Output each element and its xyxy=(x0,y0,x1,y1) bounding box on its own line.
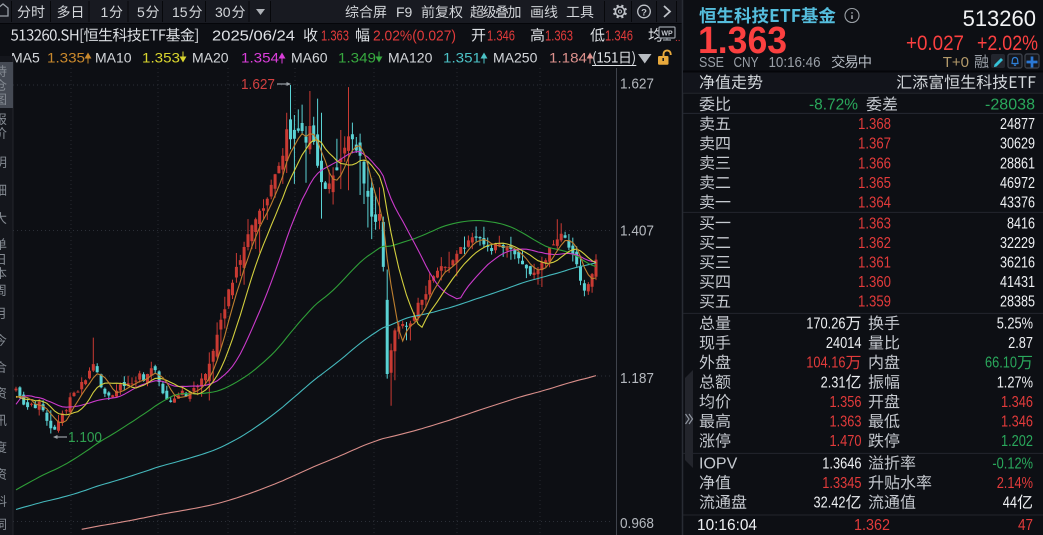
svg-text:1.349: 1.349 xyxy=(338,50,376,66)
svg-text:1.362: 1.362 xyxy=(854,517,890,534)
svg-text:513260: 513260 xyxy=(963,6,1036,31)
svg-text:..: .. xyxy=(675,33,681,44)
svg-text:MA10: MA10 xyxy=(95,50,132,66)
svg-text:46972: 46972 xyxy=(1000,175,1035,192)
svg-text:41431: 41431 xyxy=(1000,274,1035,291)
svg-text:1.364: 1.364 xyxy=(858,195,891,212)
svg-text:2.31: 2.31 xyxy=(821,374,846,391)
svg-text:+2.02%: +2.02% xyxy=(977,32,1038,55)
svg-text:2.14%: 2.14% xyxy=(997,475,1033,492)
svg-text:5: 5 xyxy=(137,4,145,20)
svg-text:T+0: T+0 xyxy=(943,54,969,71)
svg-text:10:16:04: 10:16:04 xyxy=(697,517,757,534)
svg-text:?: ? xyxy=(641,8,647,19)
svg-text:2.87: 2.87 xyxy=(1008,335,1033,352)
svg-text:1.27%: 1.27% xyxy=(997,374,1033,391)
svg-text:+0.027: +0.027 xyxy=(906,32,964,55)
svg-text:24014: 24014 xyxy=(826,335,862,352)
svg-text:1.363: 1.363 xyxy=(545,28,573,45)
svg-text:1.184: 1.184 xyxy=(549,50,587,66)
svg-text:44: 44 xyxy=(1003,495,1017,512)
svg-text:28861: 28861 xyxy=(1000,155,1035,172)
svg-text:1.202: 1.202 xyxy=(1001,433,1033,450)
svg-text:1.346: 1.346 xyxy=(487,28,515,45)
svg-text:1.627: 1.627 xyxy=(241,76,275,93)
svg-text:43376: 43376 xyxy=(1000,195,1035,212)
svg-text:-28038: -28038 xyxy=(985,97,1035,114)
svg-text:104.16: 104.16 xyxy=(806,355,845,372)
svg-text:1.627: 1.627 xyxy=(620,76,654,93)
svg-text:1.366: 1.366 xyxy=(858,155,891,172)
svg-text:1.363: 1.363 xyxy=(830,414,862,431)
svg-text:5.25%: 5.25% xyxy=(997,316,1033,333)
svg-text:MA5: MA5 xyxy=(11,50,40,66)
svg-text:1.335: 1.335 xyxy=(47,50,85,66)
svg-text:1.356: 1.356 xyxy=(830,394,862,411)
svg-text:1.363: 1.363 xyxy=(858,215,891,232)
svg-text:2.02%(0.027): 2.02%(0.027) xyxy=(373,28,456,45)
svg-text:1.359: 1.359 xyxy=(858,294,891,311)
svg-text:MA20: MA20 xyxy=(192,50,229,66)
svg-text:1.353: 1.353 xyxy=(142,50,180,66)
svg-text:66.10: 66.10 xyxy=(985,355,1017,372)
svg-text:-8.72%: -8.72% xyxy=(809,97,858,114)
svg-text:MA60: MA60 xyxy=(291,50,328,66)
svg-text:-0.12%: -0.12% xyxy=(992,455,1033,472)
svg-text:1.363: 1.363 xyxy=(321,28,349,45)
svg-text:CNY: CNY xyxy=(734,54,759,71)
svg-text:28385: 28385 xyxy=(1000,294,1035,311)
svg-text:1.368: 1.368 xyxy=(858,116,891,133)
svg-text:1.354: 1.354 xyxy=(241,50,279,66)
svg-text:0.968: 0.968 xyxy=(620,515,654,532)
svg-text:1.3646: 1.3646 xyxy=(822,455,861,472)
svg-text:1.187: 1.187 xyxy=(620,370,654,387)
svg-text:30629: 30629 xyxy=(1000,136,1035,153)
svg-text:1.351: 1.351 xyxy=(443,50,481,66)
svg-text:1.100: 1.100 xyxy=(68,429,102,446)
svg-text:47: 47 xyxy=(1018,517,1033,534)
svg-text:24877: 24877 xyxy=(1000,116,1035,133)
svg-text:10:16:46: 10:16:46 xyxy=(769,54,821,71)
svg-text:1.361: 1.361 xyxy=(858,255,891,272)
svg-text:36216: 36216 xyxy=(1000,255,1035,272)
svg-text:30: 30 xyxy=(215,4,231,20)
svg-text:IOPV: IOPV xyxy=(699,455,738,472)
svg-text:1.360: 1.360 xyxy=(858,274,891,291)
svg-text:32.42: 32.42 xyxy=(814,495,846,512)
svg-text:SSE: SSE xyxy=(699,54,724,71)
svg-text:1.362: 1.362 xyxy=(858,235,891,252)
svg-text:MA250: MA250 xyxy=(493,50,538,66)
svg-text:2025/06/24: 2025/06/24 xyxy=(212,28,295,45)
svg-text:1.367: 1.367 xyxy=(858,136,891,153)
svg-text:1: 1 xyxy=(101,4,109,20)
svg-text:1.407: 1.407 xyxy=(620,223,654,240)
svg-text:32229: 32229 xyxy=(1000,235,1035,252)
svg-text:15: 15 xyxy=(172,4,188,20)
svg-text:MA120: MA120 xyxy=(388,50,433,66)
svg-text:WP: WP xyxy=(661,31,673,38)
svg-text:1.470: 1.470 xyxy=(830,433,862,450)
svg-text:1.3345: 1.3345 xyxy=(822,475,861,492)
svg-text:1.346: 1.346 xyxy=(605,28,633,45)
svg-text:1.365: 1.365 xyxy=(858,175,891,192)
svg-text:F9: F9 xyxy=(396,4,413,20)
svg-text:1.346: 1.346 xyxy=(1001,414,1033,431)
svg-text:1.346: 1.346 xyxy=(1001,394,1033,411)
svg-text:170.26: 170.26 xyxy=(806,316,845,333)
svg-text:1.363: 1.363 xyxy=(698,20,787,62)
svg-text:8416: 8416 xyxy=(1007,215,1035,232)
